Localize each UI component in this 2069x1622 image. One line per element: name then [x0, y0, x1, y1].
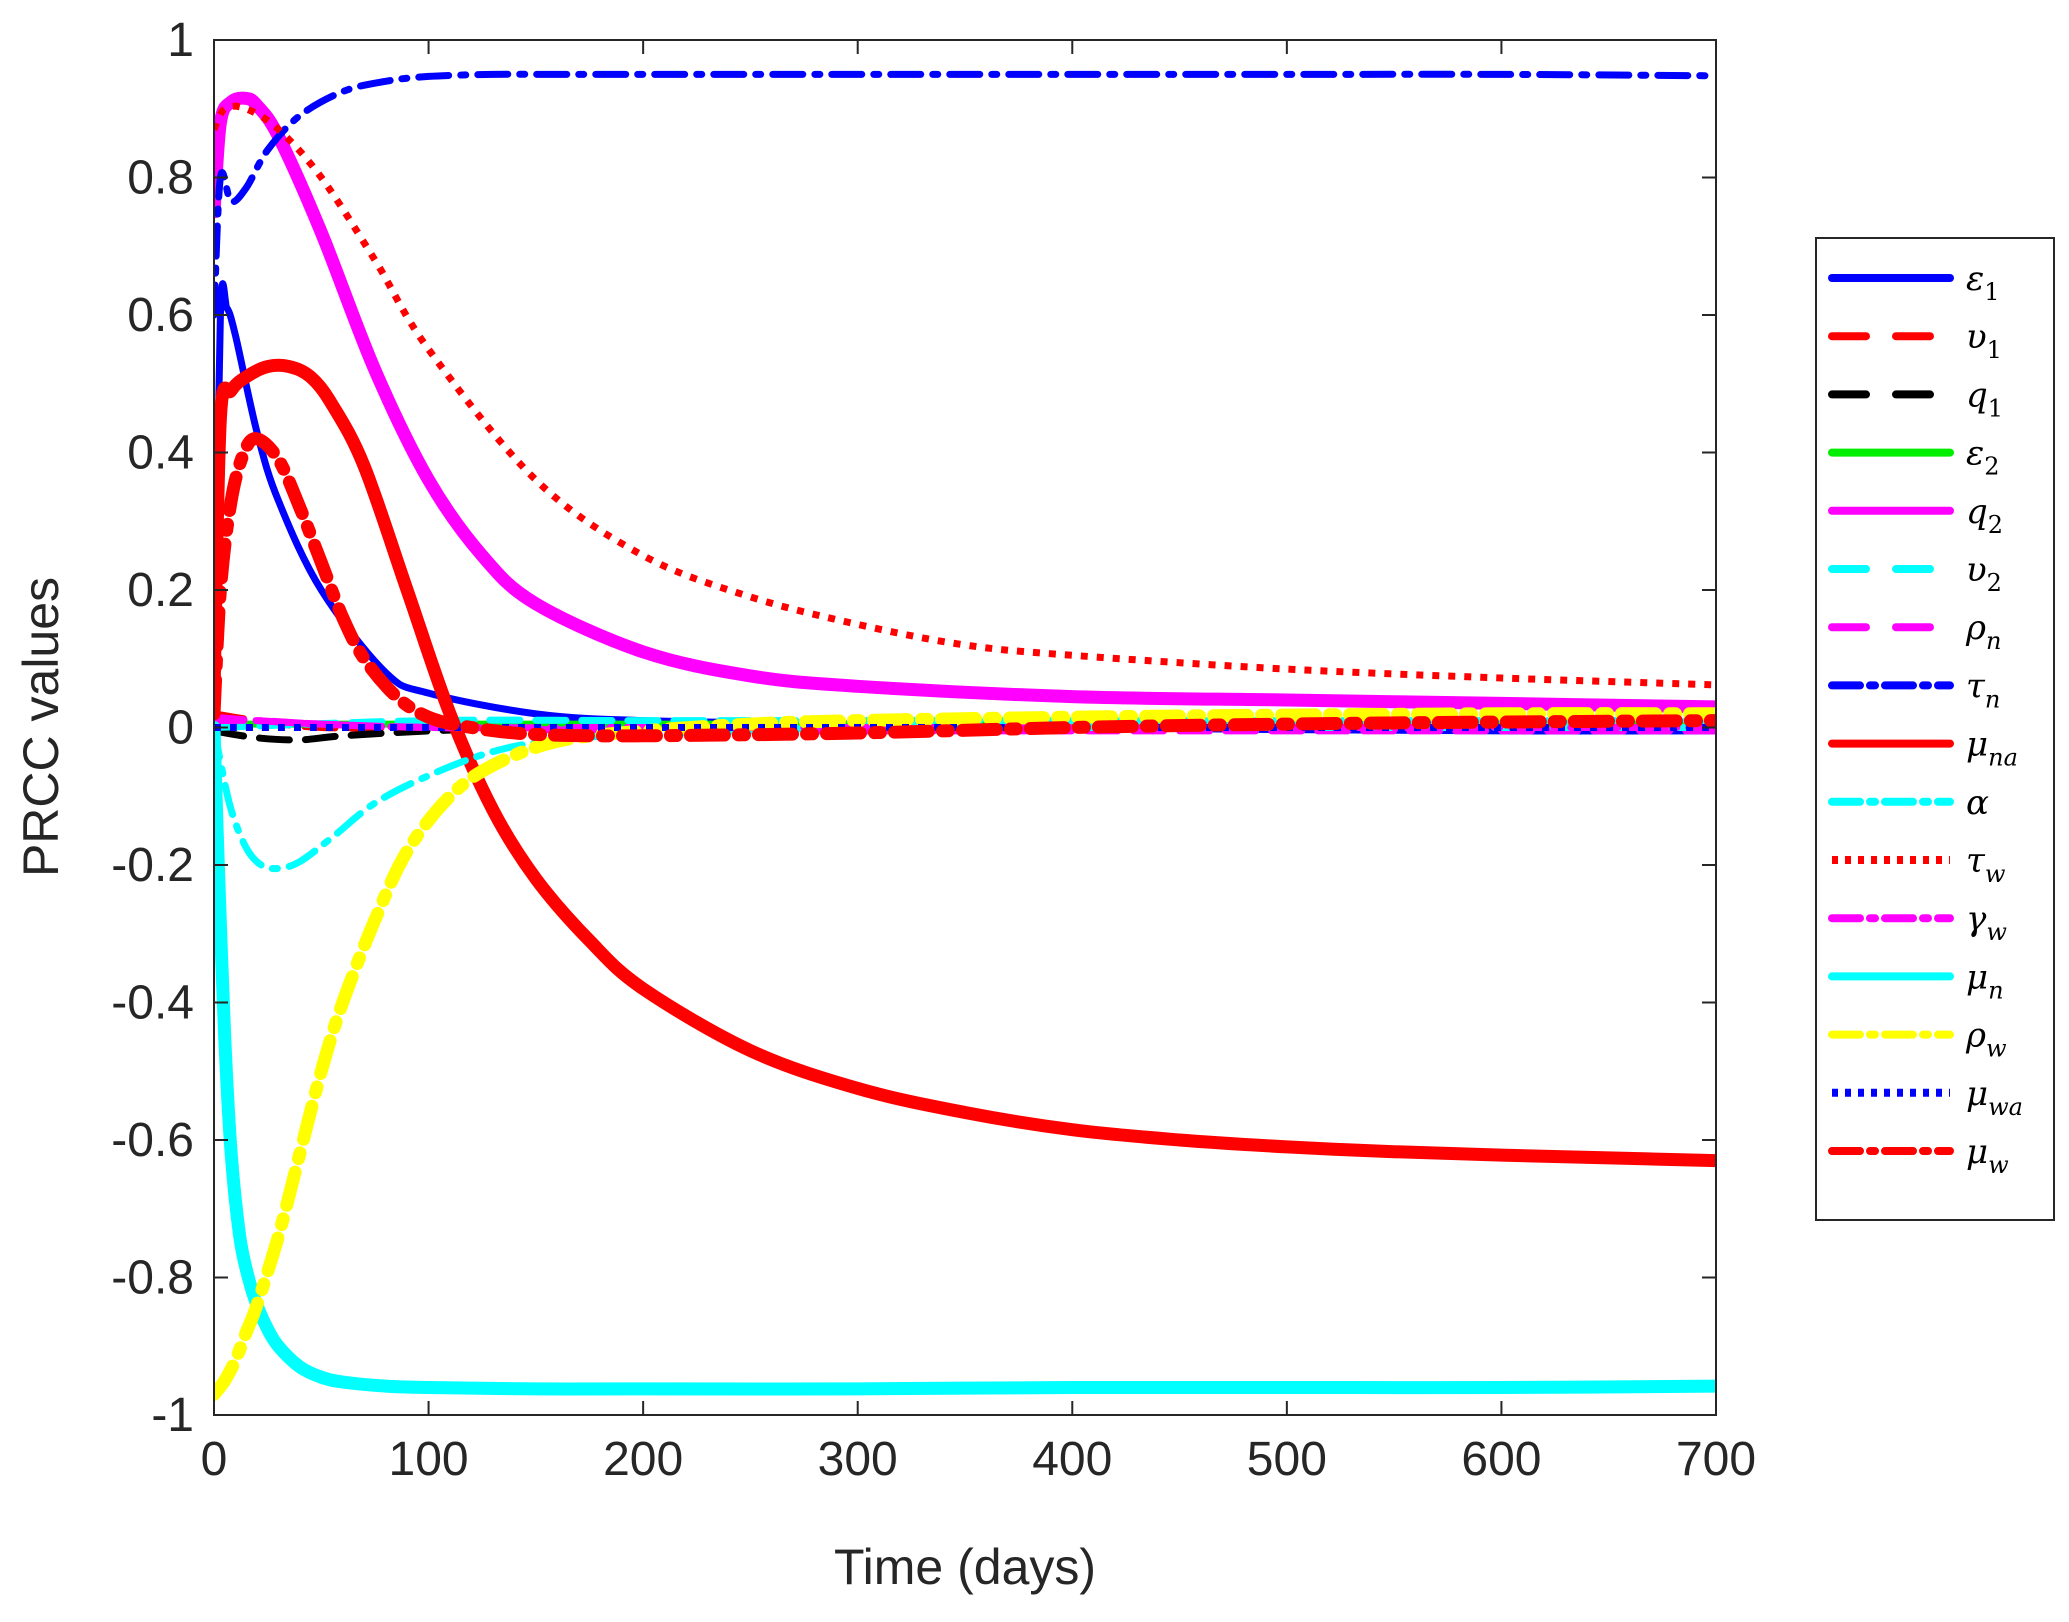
y-tick-label: 1 — [167, 14, 194, 67]
y-tick-label: -0.4 — [111, 977, 194, 1030]
x-tick-label: 200 — [603, 1433, 683, 1486]
legend-label-symbol: ε — [1966, 259, 1984, 299]
legend-label-symbol: γ — [1966, 899, 1987, 939]
series-line--w — [214, 707, 1716, 1401]
series-line--w — [214, 432, 1716, 743]
x-axis: 0 100 200 300 400 500 600 700 — [201, 40, 1756, 1486]
legend-label-subscript: 1 — [1984, 278, 1999, 306]
legend-label--n: μn — [1966, 957, 2004, 1004]
x-axis-title: Time (days) — [834, 1539, 1096, 1595]
legend-label--w: γw — [1966, 899, 2007, 946]
legend-label-subscript: 1 — [1987, 336, 2002, 364]
legend-label-subscript: n — [1986, 627, 2001, 655]
x-tick-label: 300 — [818, 1433, 898, 1486]
legend-label--w: τw — [1966, 841, 2006, 888]
series-line--na — [214, 358, 1716, 1168]
y-tick-label: 0 — [167, 702, 194, 755]
legend-label-subscript: wa — [1988, 1093, 2023, 1121]
x-tick-label: 400 — [1032, 1433, 1112, 1486]
y-axis: -1 -0.8 -0.6 -0.4 -0.2 0 0.2 0.4 0.6 0.8 1 — [111, 14, 1716, 1442]
legend-label-subscript: n — [1985, 685, 2000, 713]
legend-label-subscript: w — [1986, 1035, 2007, 1063]
legend-label-q2: q2 — [1966, 492, 2003, 539]
legend-label-subscript: w — [1988, 1151, 2009, 1179]
series-line-q2 — [214, 91, 1716, 714]
legend-box — [1815, 237, 2055, 1221]
legend-label--2: ε2 — [1966, 434, 2000, 481]
series-line--n — [214, 70, 1716, 319]
x-tick-label: 100 — [389, 1433, 469, 1486]
legend-label--n: ρn — [1965, 608, 2001, 655]
legend-label--: α — [1966, 783, 1989, 823]
legend-label-symbol: q — [1966, 375, 1988, 415]
legend-label--1: ε1 — [1966, 259, 2000, 306]
x-tick-label: 600 — [1461, 1433, 1541, 1486]
y-tick-label: 0.8 — [127, 152, 194, 205]
x-tick-label: 500 — [1247, 1433, 1327, 1486]
legend-label-symbol: q — [1966, 492, 1988, 532]
legend-label-symbol: υ — [1966, 317, 1987, 357]
legend-label-subscript: w — [1985, 860, 2006, 888]
legend-label-symbol: μ — [1966, 1132, 1988, 1172]
legend-label-symbol: ε — [1966, 434, 1984, 474]
y-tick-label: -1 — [151, 1389, 194, 1442]
series-line--n — [214, 721, 1716, 1396]
legend-label-symbol: μ — [1966, 1074, 1988, 1114]
y-axis-title: PRCC values — [13, 577, 69, 877]
legend-label-symbol: τ — [1966, 666, 1986, 706]
series-layer — [214, 70, 1716, 1401]
x-tick-label: 700 — [1676, 1433, 1756, 1486]
y-tick-label: 0.4 — [127, 427, 194, 480]
legend-label-subscript: 1 — [1988, 394, 2003, 422]
legend-label-subscript: 2 — [1988, 511, 2003, 539]
legend-label-symbol: ρ — [1965, 1016, 1986, 1056]
legend-label-symbol: ρ — [1965, 608, 1986, 648]
legend-label-subscript: 2 — [1987, 569, 2002, 597]
y-tick-label: 0.6 — [127, 289, 194, 342]
legend-label--na: μna — [1966, 725, 2018, 772]
legend-label--w: ρw — [1965, 1016, 2007, 1063]
legend-label-symbol: μ — [1966, 957, 1988, 997]
legend-label--1: υ1 — [1966, 317, 2002, 364]
y-tick-label: -0.8 — [111, 1252, 194, 1305]
legend-label-symbol: α — [1966, 783, 1989, 823]
legend-label-subscript: 2 — [1984, 453, 1999, 481]
legend-label--2: υ2 — [1966, 550, 2002, 597]
x-tick-label: 0 — [201, 1433, 228, 1486]
legend-label-subscript: na — [1988, 744, 2018, 772]
y-tick-label: -0.2 — [111, 839, 194, 892]
series-line--w — [214, 102, 1716, 689]
legend-label--w: μw — [1966, 1132, 2009, 1179]
legend-label-q1: q1 — [1966, 375, 2003, 422]
legend-label-subscript: w — [1986, 918, 2007, 946]
legend-label-symbol: μ — [1966, 725, 1988, 765]
legend-label-subscript: n — [1988, 976, 2003, 1004]
legend-label-symbol: υ — [1966, 550, 1987, 590]
y-tick-label: -0.6 — [111, 1114, 194, 1167]
legend-label--n: τn — [1966, 666, 2000, 713]
legend-label-symbol: τ — [1966, 841, 1986, 881]
legend-label--wa: μwa — [1966, 1074, 2023, 1121]
y-tick-label: 0.2 — [127, 564, 194, 617]
